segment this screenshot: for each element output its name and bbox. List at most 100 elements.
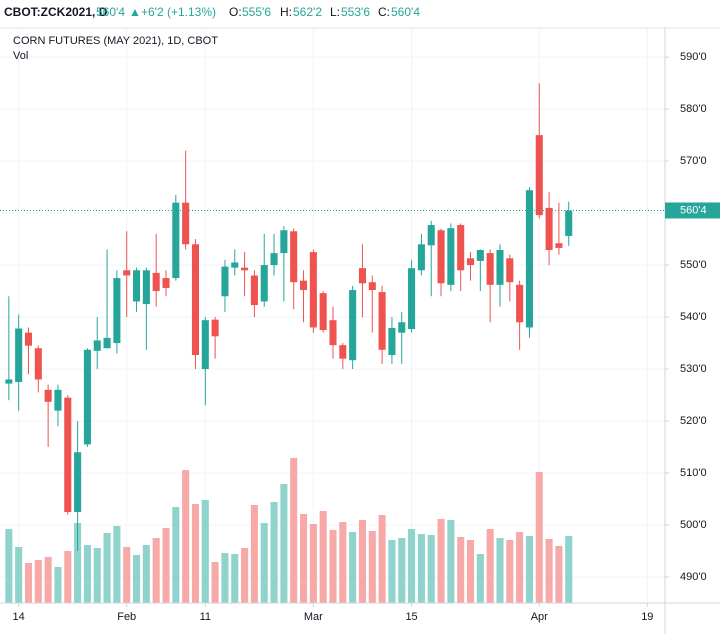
volume-bar [408,529,416,603]
volume-bar [74,523,82,603]
volume-bar [349,532,357,603]
volume-bar [24,563,33,603]
volume-bar [182,470,190,603]
candle-body [113,278,121,344]
candle-body [270,253,278,266]
volume-bar [506,540,514,603]
last-price-label: 560'4 [680,204,707,216]
change: +6'2 (+1.13%) [141,5,216,19]
volume-bar [565,536,573,603]
volume-bar [162,528,170,603]
candle-body [74,452,82,513]
candle-body [408,268,416,330]
o-label: O: [229,5,242,19]
candle-body [339,345,347,359]
candle-body [241,267,249,271]
candle-body [182,202,190,245]
y-tick-label: 540'0 [680,311,707,323]
candle-body [319,293,327,331]
volume-bar [299,514,308,603]
volume-pane [5,458,573,603]
volume-bar [466,540,475,603]
candle-body [486,253,494,285]
candle-body [358,268,366,284]
volume-bar [44,557,52,603]
candle-body [309,252,317,328]
volume-bar [211,562,219,603]
y-tick-label: 500'0 [680,519,707,531]
volume-bar [476,554,484,603]
volume-bar [398,538,406,603]
volume-bar [34,560,42,603]
candle-body [299,280,308,291]
candle-body [398,322,406,333]
volume-bar [555,546,563,603]
y-tick-label: 590'0 [680,51,707,63]
volume-bar [339,522,347,603]
l-label: L: [330,5,340,19]
close: 560'4 [391,5,420,19]
x-tick-label: 19 [641,611,653,623]
candle-body [516,284,524,323]
candle-body [24,332,33,346]
candle-body [260,265,268,302]
volume-bar [64,551,72,603]
c-label: C: [378,5,390,19]
candle-body [152,272,160,292]
volume-bar [378,515,386,603]
candle-body [54,389,62,411]
volume-bar [142,545,150,603]
candle-body [280,230,288,254]
candle-body [44,389,52,402]
symbol: CBOT:ZCK2021, D [4,5,108,19]
candle-body [290,231,298,283]
candle-body [349,290,357,361]
candle-body [466,258,475,266]
volume-bar [457,537,465,603]
candle-body [221,266,229,297]
volume-bar [201,500,209,603]
x-tick-label: Mar [304,611,323,623]
y-tick-label: 580'0 [680,103,707,115]
volume-bar [358,520,366,603]
volume-bar [260,523,268,603]
volume-bar [15,547,23,603]
candle-body [565,210,573,236]
volume-bar [535,472,543,603]
y-tick-label: 550'0 [680,259,707,271]
chart-title: CORN FUTURES (MAY 2021), 1D, CBOT [13,35,218,47]
low: 553'6 [341,5,370,19]
volume-bar [133,555,141,603]
candle-body [93,340,101,351]
volume-bar [241,548,249,603]
candle-body [103,337,111,349]
last: 560'4 [96,5,125,19]
volume-bar [290,458,298,603]
volume-bar [447,520,455,603]
candle-body [457,225,465,271]
volume-bar [437,519,445,603]
candle-body [506,258,514,283]
volume-bar [191,504,200,603]
x-tick-label: 11 [200,611,211,623]
volume-label: Vol [13,50,28,62]
volume-bar [280,484,288,603]
volume-bar [103,533,111,603]
candle-body [201,320,209,370]
candle-body [388,327,396,356]
candle-body [417,244,425,271]
candle-body [437,230,445,284]
candle-body [427,225,435,246]
volume-bar [231,554,239,603]
candle-body [172,202,180,279]
volume-bar [516,532,524,603]
volume-bar [270,502,278,603]
price-pane [0,83,665,552]
y-tick-label: 520'0 [680,415,707,427]
volume-bar [427,535,435,603]
arrow: ▲ [129,5,141,19]
volume-bar [221,553,229,603]
candle-body [329,320,337,346]
candle-body [476,249,484,261]
